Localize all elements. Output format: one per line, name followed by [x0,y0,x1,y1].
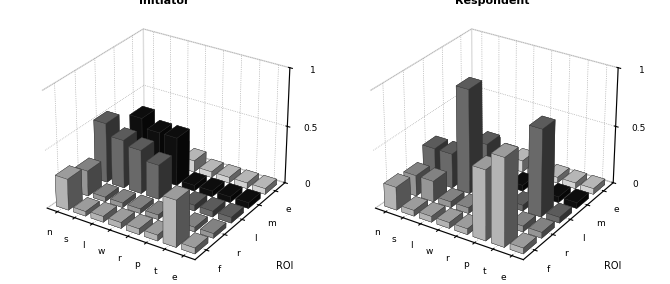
Y-axis label: ROI: ROI [276,261,293,271]
Y-axis label: ROI: ROI [604,261,622,271]
Title: Initiator: Initiator [139,0,190,6]
Title: Respondent: Respondent [455,0,530,6]
